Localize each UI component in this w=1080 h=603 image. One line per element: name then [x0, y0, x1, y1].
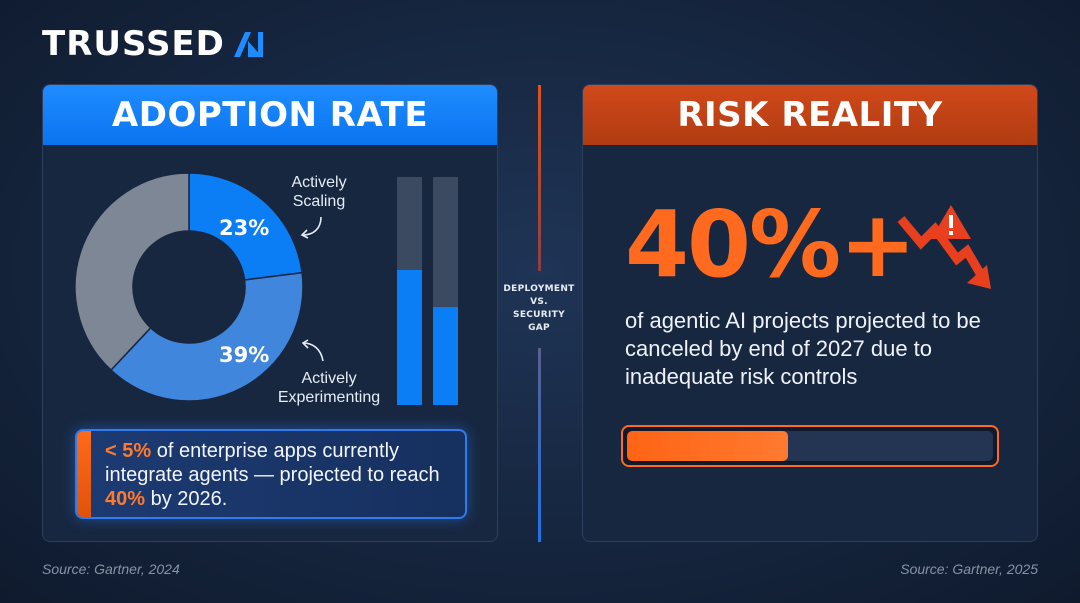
divider-line-top	[538, 85, 541, 271]
risk-header: RISK REALITY	[583, 85, 1037, 145]
callout-scaling: Actively Scaling	[279, 173, 359, 211]
adoption-donut-chart	[74, 172, 304, 402]
risk-progress-bar	[621, 425, 999, 467]
brand-name: TRUSSED	[42, 24, 225, 64]
trussed-ai-mark-icon	[233, 32, 263, 57]
note-text-1: of enterprise apps currently integrate a…	[105, 440, 440, 486]
callout-scaling-line2: Scaling	[292, 193, 346, 210]
segment-label-experimenting: 39%	[219, 343, 270, 367]
divider-line-1: DEPLOYMENT	[503, 284, 575, 294]
source-right: Source: Gartner, 2025	[900, 561, 1038, 577]
note-highlight: 40%	[105, 488, 146, 510]
donut-slice-other	[74, 172, 190, 372]
note-text: < 5% of enterprise apps currently integr…	[105, 439, 455, 511]
downward-trend-warning-icon	[897, 205, 991, 289]
callout-experimenting-line1: Actively	[301, 370, 357, 387]
callout-scaling-line1: Actively	[291, 174, 347, 191]
source-left: Source: Gartner, 2024	[42, 561, 180, 577]
risk-panel: RISK REALITY 40%+ of agentic AI projects…	[582, 84, 1038, 542]
divider-line-2: VS.	[530, 297, 548, 307]
donut-slice-scaling	[188, 172, 303, 281]
risk-description: of agentic AI projects projected to be c…	[625, 308, 981, 389]
curved-arrow-icon	[301, 339, 324, 362]
note-accent-bar	[77, 431, 91, 517]
curved-arrow-icon	[300, 216, 322, 239]
note-text-2: by 2026.	[145, 488, 228, 510]
bar-fill	[397, 270, 422, 405]
divider-line-4: GAP	[528, 323, 550, 333]
callout-experimenting-line2: Experimenting	[277, 389, 381, 406]
brand-logo: TRUSSED	[42, 24, 265, 64]
risk-stat: 40%+	[625, 191, 916, 298]
donut-slice-experimenting	[109, 271, 304, 402]
callout-experimenting: Actively Experimenting	[269, 369, 389, 407]
adoption-note: < 5% of enterprise apps currently integr…	[75, 429, 467, 519]
adoption-panel: ADOPTION RATE 23% 39% Actively Scaling A…	[42, 84, 498, 542]
divider-line-bottom	[538, 348, 541, 542]
segment-label-scaling: 23%	[219, 216, 270, 240]
bar-track	[397, 177, 422, 405]
progress-track	[627, 431, 993, 461]
note-prefix: < 5%	[105, 440, 152, 462]
adoption-header: ADOPTION RATE	[43, 85, 497, 145]
divider-label: DEPLOYMENT VS. SECURITY GAP	[494, 283, 584, 335]
progress-fill	[627, 431, 789, 461]
divider-line-3: SECURITY	[513, 310, 565, 320]
bar-track	[433, 177, 458, 405]
bar-fill	[433, 306, 458, 405]
